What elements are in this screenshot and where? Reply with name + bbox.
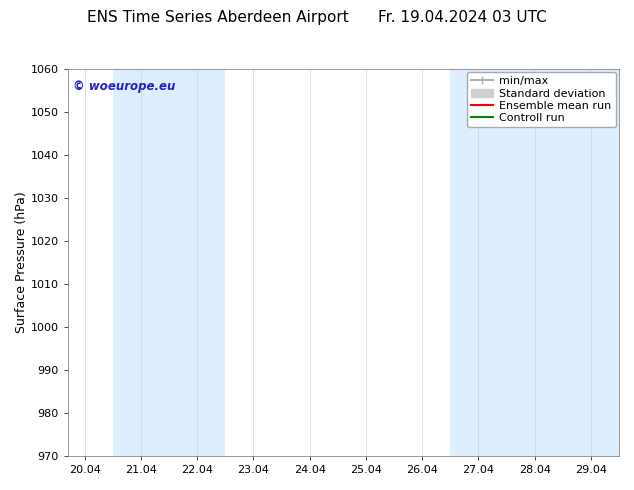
Bar (563, 69, 619, 456)
Text: © woeurope.eu: © woeurope.eu (74, 80, 176, 93)
Text: ENS Time Series Aberdeen Airport      Fr. 19.04.2024 03 UTC: ENS Time Series Aberdeen Airport Fr. 19.… (87, 10, 547, 25)
Y-axis label: Surface Pressure (hPa): Surface Pressure (hPa) (15, 192, 28, 333)
Bar (450, 69, 507, 456)
Bar (507, 69, 563, 456)
Bar (113, 69, 169, 456)
Legend: min/max, Standard deviation, Ensemble mean run, Controll run: min/max, Standard deviation, Ensemble me… (467, 72, 616, 127)
Bar (169, 69, 225, 456)
